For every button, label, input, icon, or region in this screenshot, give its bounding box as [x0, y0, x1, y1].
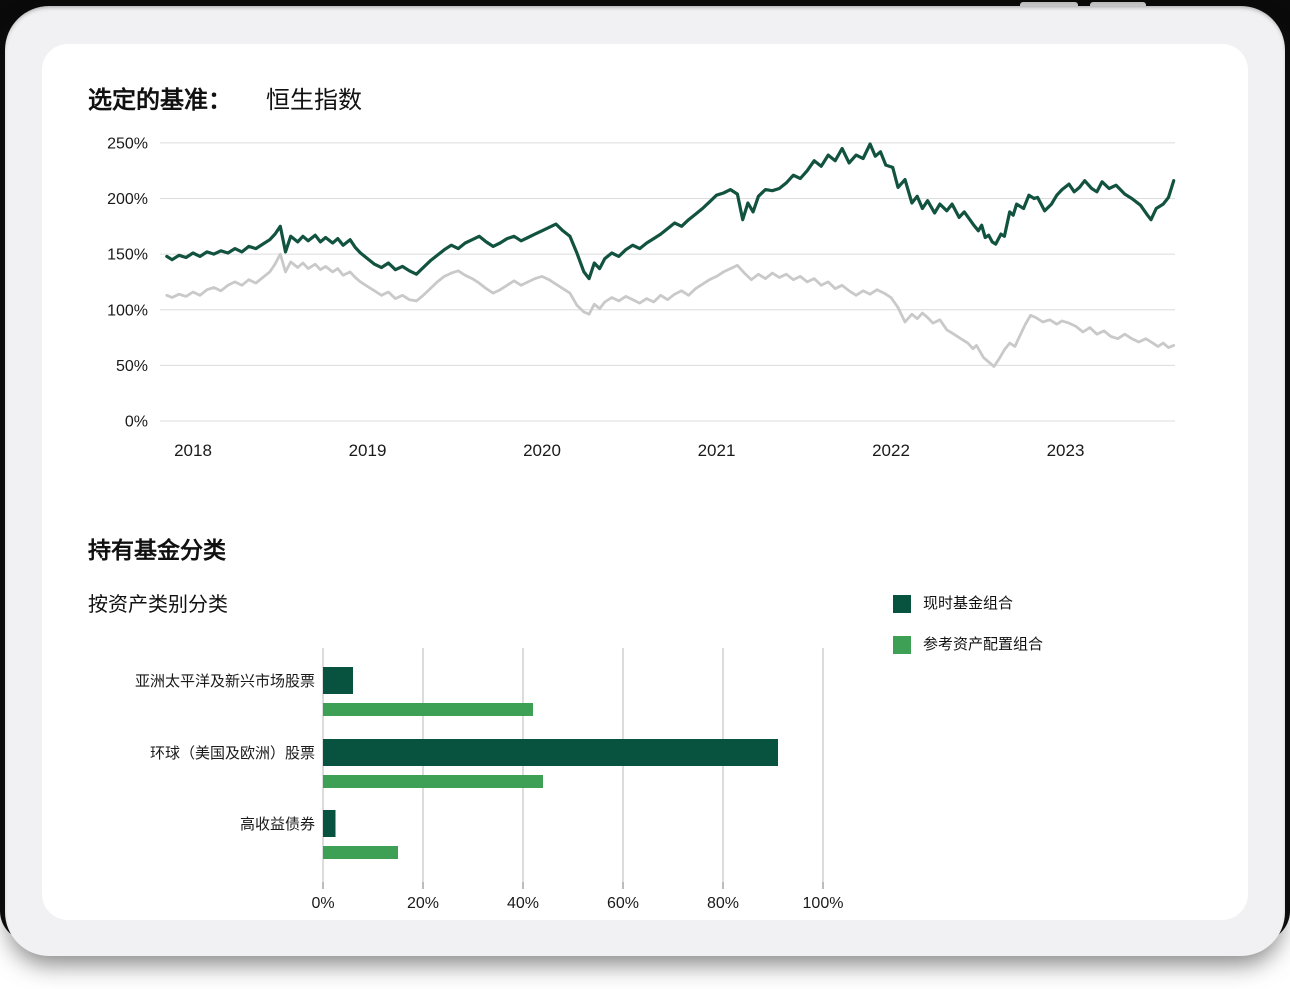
svg-text:20%: 20% — [407, 895, 439, 912]
benchmark-label: 选定的基准： — [88, 87, 232, 114]
svg-text:高收益债券: 高收益债券 — [240, 816, 315, 833]
tablet-screen: 选定的基准： 恒生指数 250% 200% 150% 100% 50% 0% 2018 2019… — [42, 44, 1248, 920]
svg-text:100%: 100% — [803, 895, 844, 912]
legend-label: 现时基金组合 — [923, 595, 1014, 612]
svg-text:2023: 2023 — [1047, 441, 1085, 460]
svg-text:2020: 2020 — [523, 441, 561, 460]
holdings-subtitle: 按资产类别分类 — [88, 594, 228, 616]
svg-text:环球（美国及欧洲）股票: 环球（美国及欧洲）股票 — [150, 745, 315, 762]
svg-text:80%: 80% — [707, 895, 739, 912]
svg-text:200%: 200% — [107, 191, 148, 208]
holdings-section-title: 持有基金分类 — [88, 537, 226, 563]
svg-text:150%: 150% — [107, 247, 148, 264]
svg-text:亚洲太平洋及新兴市场股票: 亚洲太平洋及新兴市场股票 — [135, 673, 315, 690]
legend-item-current-portfolio: 现时基金组合 — [893, 595, 1043, 613]
svg-text:40%: 40% — [507, 895, 539, 912]
svg-text:0%: 0% — [125, 414, 148, 431]
legend-item-reference-allocation: 参考资产配置组合 — [893, 636, 1043, 654]
asset-class-bar-chart: 0% 20% 40% 60% 80% 100% 亚洲太平洋及新兴市场股票环球（美国及欧洲）股… — [135, 648, 844, 912]
svg-text:50%: 50% — [116, 358, 148, 375]
legend-label: 参考资产配置组合 — [923, 636, 1044, 653]
tablet-frame: 选定的基准： 恒生指数 250% 200% 150% 100% 50% 0% 2018 2019… — [5, 6, 1285, 956]
svg-text:2021: 2021 — [698, 441, 736, 460]
svg-text:250%: 250% — [107, 135, 148, 152]
legend: 现时基金组合 参考资产配置组合 — [893, 595, 1043, 677]
svg-text:0%: 0% — [311, 895, 334, 912]
benchmark-value: 恒生指数 — [266, 87, 362, 114]
svg-text:2019: 2019 — [349, 441, 387, 460]
svg-text:60%: 60% — [607, 895, 639, 912]
legend-swatch-dark-green — [893, 595, 911, 613]
benchmark-line-chart: 250% 200% 150% 100% 50% 0% 2018 2019 2020 2021 202… — [107, 135, 1176, 460]
svg-text:2022: 2022 — [872, 441, 910, 460]
svg-text:100%: 100% — [107, 302, 148, 319]
svg-text:2018: 2018 — [174, 441, 212, 460]
legend-swatch-light-green — [893, 636, 911, 654]
benchmark-header: 选定的基准： 恒生指数 — [88, 80, 362, 115]
